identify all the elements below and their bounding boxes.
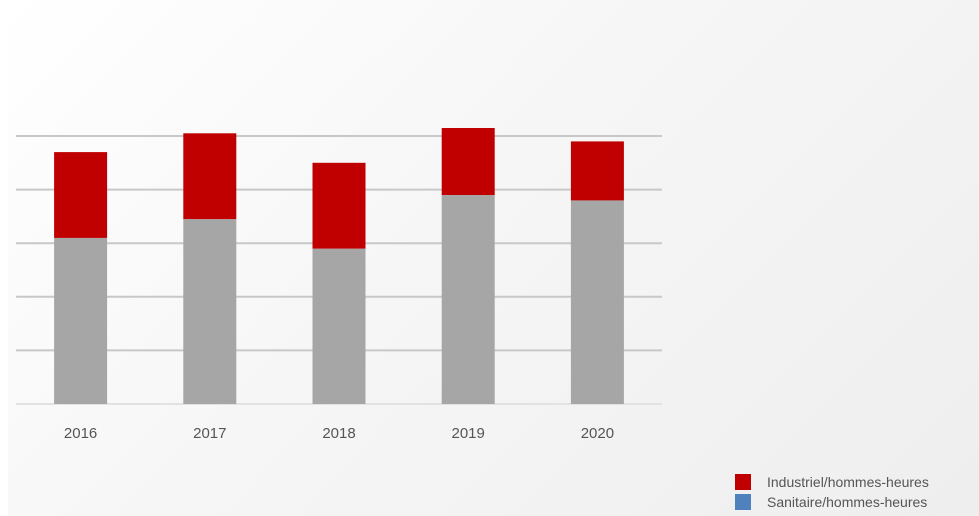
x-tick-label: 2019 xyxy=(452,425,485,442)
x-axis-ticks: 2016 2017 2018 2019 2020 xyxy=(64,425,614,442)
bar-sanitaire-2019 xyxy=(441,195,495,404)
legend-item-industriel: Industriel/hommes-heures xyxy=(735,472,929,492)
bar-industriel-2016 xyxy=(54,152,108,238)
bar-industriel-2020 xyxy=(570,141,624,201)
bar-industriel-2018 xyxy=(312,162,366,249)
bar-industriel-2017 xyxy=(183,133,237,220)
legend-label-industriel: Industriel/hommes-heures xyxy=(767,474,929,490)
legend-swatch-industriel xyxy=(735,474,751,490)
bar-sanitaire-2020 xyxy=(570,200,624,404)
bar-sanitaire-2016 xyxy=(54,237,108,404)
x-tick-label: 2020 xyxy=(581,425,614,442)
x-tick-label: 2016 xyxy=(64,425,97,442)
bar-industriel-2019 xyxy=(441,128,495,195)
legend-swatch-sanitaire xyxy=(735,494,751,510)
bar-sanitaire-2018 xyxy=(312,248,366,404)
x-tick-label: 2017 xyxy=(193,425,226,442)
legend: Industriel/hommes-heures Sanitaire/homme… xyxy=(735,472,929,512)
x-tick-label: 2018 xyxy=(322,425,355,442)
legend-item-sanitaire: Sanitaire/hommes-heures xyxy=(735,492,929,512)
bars xyxy=(54,128,624,404)
legend-label-sanitaire: Sanitaire/hommes-heures xyxy=(767,494,928,510)
bar-sanitaire-2017 xyxy=(183,219,237,404)
